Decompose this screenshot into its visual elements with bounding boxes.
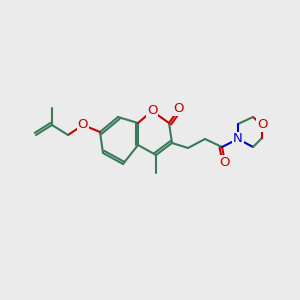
Text: O: O: [147, 104, 157, 118]
Text: O: O: [220, 155, 230, 169]
Text: O: O: [78, 118, 88, 131]
Text: N: N: [233, 133, 243, 146]
Text: O: O: [257, 118, 267, 131]
Text: O: O: [174, 103, 184, 116]
